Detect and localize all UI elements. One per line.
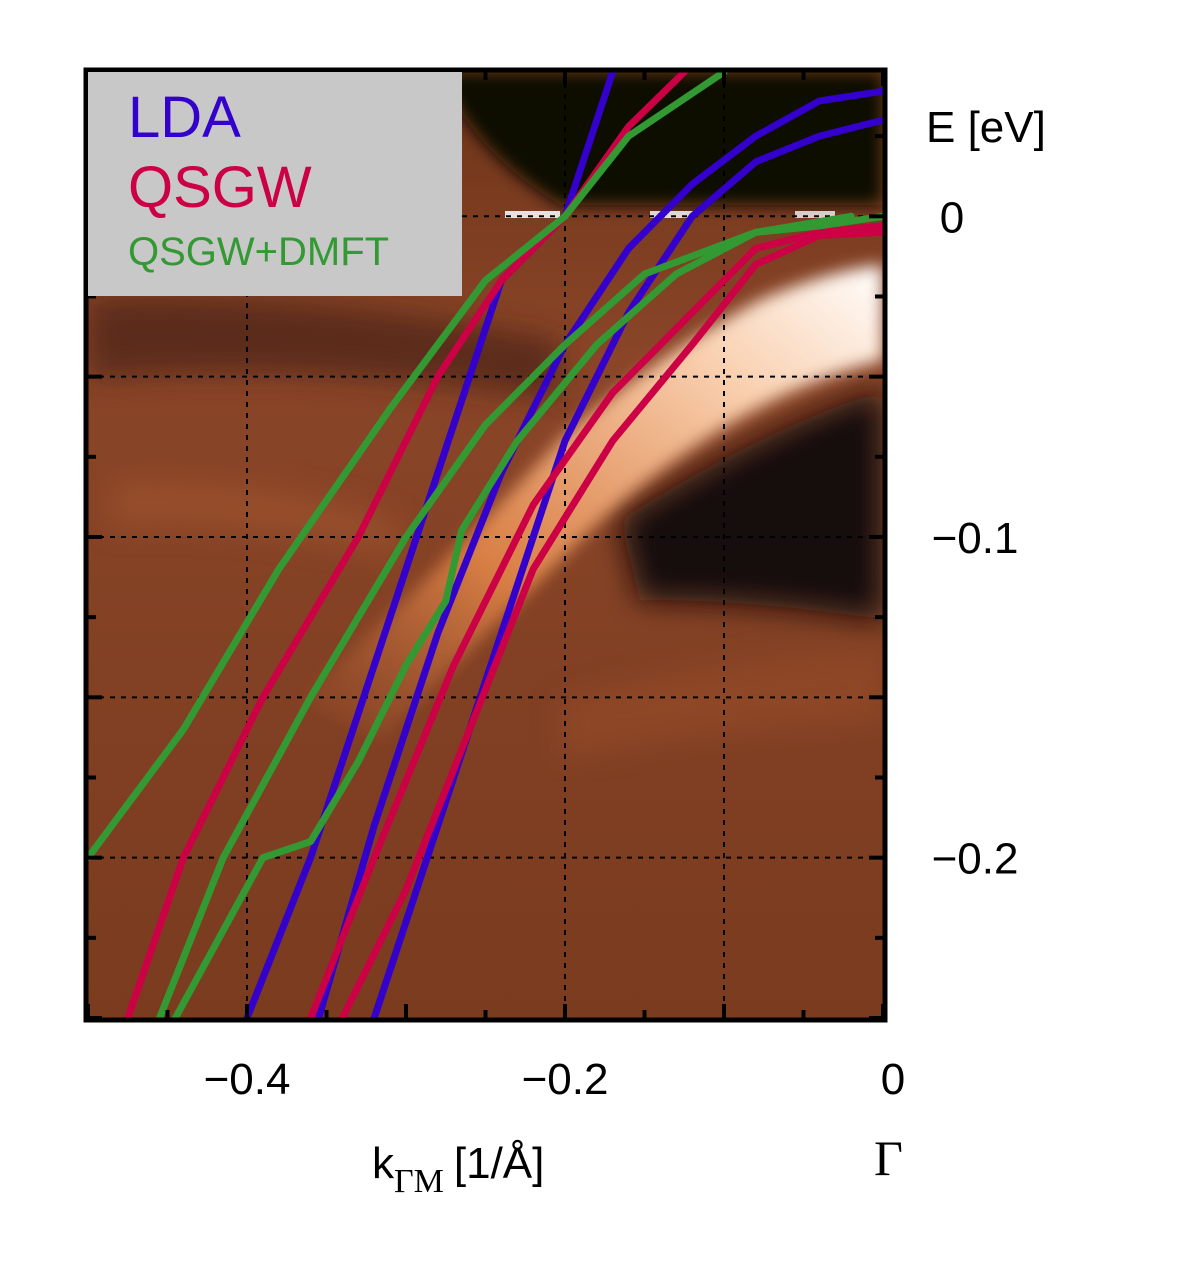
legend-entry-lda: LDA	[128, 85, 241, 150]
series-line-qsgw-dmft-2	[156, 212, 855, 1018]
plot-frame	[83, 67, 888, 1023]
x-tick-label: −0.4	[204, 1055, 291, 1104]
x-axis-title-sub: ΓM	[394, 1163, 444, 1200]
y-tick-label: −0.1	[932, 514, 1019, 563]
x-tick-label: −0.2	[522, 1055, 609, 1104]
legend-entry-qsgw: QSGW	[128, 155, 312, 220]
legend-entry-qsgw-dmft: QSGW+DMFT	[128, 230, 389, 274]
fermi-edge-highlights	[505, 211, 835, 218]
x-axis-title: kΓM [1/Å]	[372, 1139, 544, 1200]
series-line-qsgw-1	[124, 72, 688, 1018]
x-axis-title-main: k	[372, 1139, 395, 1188]
legend: LDA QSGW QSGW+DMFT	[88, 72, 462, 296]
legend-box	[88, 72, 462, 296]
y-tick-label: 0	[940, 193, 964, 242]
series-layer	[88, 72, 883, 1018]
x-tick-labels: −0.4 −0.2 0	[204, 1055, 906, 1104]
series-line-qsgw-dmft-1	[88, 72, 728, 862]
x-axis-title-unit: [1/Å]	[454, 1139, 545, 1188]
gamma-point-label: Γ	[874, 1130, 903, 1186]
y-tick-labels: 0 −0.1 −0.2	[932, 193, 1019, 883]
series-line-qsgw-3	[338, 228, 883, 1018]
series-line-lda-3	[315, 87, 883, 1018]
series-line-qsgw-dmft-3	[171, 212, 883, 1018]
series-line-qsgw-2	[307, 222, 883, 1018]
y-tick-label: −0.2	[932, 835, 1019, 884]
x-tick-label: 0	[881, 1055, 905, 1104]
y-axis-title: E [eV]	[926, 103, 1046, 152]
